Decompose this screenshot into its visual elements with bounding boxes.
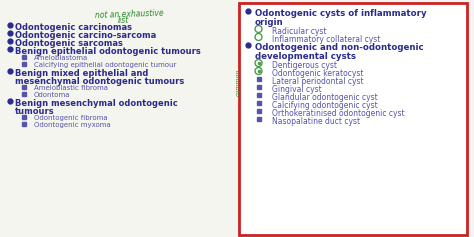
Text: Gingival cyst: Gingival cyst: [273, 85, 322, 94]
Text: Calcifying epithelial odontogenic tumour: Calcifying epithelial odontogenic tumour: [34, 62, 176, 68]
Text: Radicular cyst: Radicular cyst: [273, 27, 327, 36]
Text: Ameloblastoma: Ameloblastoma: [34, 55, 88, 61]
Text: Benign mixed epithelial and: Benign mixed epithelial and: [15, 69, 148, 78]
Text: Odontogenic sarcomas: Odontogenic sarcomas: [15, 39, 123, 48]
Text: Odontogenic cysts of inflammatory: Odontogenic cysts of inflammatory: [255, 9, 426, 18]
Text: developmental cysts: developmental cysts: [255, 52, 356, 61]
Text: Benign epithelial odontogenic tumours: Benign epithelial odontogenic tumours: [15, 47, 201, 56]
Text: Odontogenic and non-odontogenic: Odontogenic and non-odontogenic: [255, 43, 423, 52]
Text: Lateral periodontal cyst: Lateral periodontal cyst: [273, 77, 364, 86]
Text: Odontogenic carcino-sarcoma: Odontogenic carcino-sarcoma: [15, 31, 156, 40]
Text: Odontogenic myxoma: Odontogenic myxoma: [34, 122, 110, 128]
Text: origin: origin: [255, 18, 283, 27]
Text: Calcifying odontogenic cyst: Calcifying odontogenic cyst: [273, 101, 378, 110]
Text: Benign mesenchymal odontogenic: Benign mesenchymal odontogenic: [15, 99, 178, 108]
Text: Orthokeratinised odontogenic cyst: Orthokeratinised odontogenic cyst: [273, 109, 405, 118]
Text: list: list: [118, 16, 129, 25]
Text: Odontogenic carcinomas: Odontogenic carcinomas: [15, 23, 132, 32]
FancyBboxPatch shape: [238, 3, 467, 235]
Text: mesenchymal odontogenic tumours: mesenchymal odontogenic tumours: [15, 77, 184, 86]
Text: Dentigerous cyst: Dentigerous cyst: [273, 61, 337, 70]
Text: common: common: [236, 68, 241, 96]
Text: not an exhaustive: not an exhaustive: [94, 9, 164, 20]
Text: Glandular odontogenic cyst: Glandular odontogenic cyst: [273, 93, 378, 102]
Text: Inflammatory collateral cyst: Inflammatory collateral cyst: [273, 35, 381, 44]
Text: tumours: tumours: [15, 107, 55, 116]
Text: Ameloblastic fibroma: Ameloblastic fibroma: [34, 85, 108, 91]
Text: Odontogenic fibroma: Odontogenic fibroma: [34, 115, 108, 121]
Text: Odontoma: Odontoma: [34, 92, 70, 98]
Text: Odontogenic keratocyst: Odontogenic keratocyst: [273, 69, 364, 78]
Text: Nasopalatine duct cyst: Nasopalatine duct cyst: [273, 117, 361, 126]
